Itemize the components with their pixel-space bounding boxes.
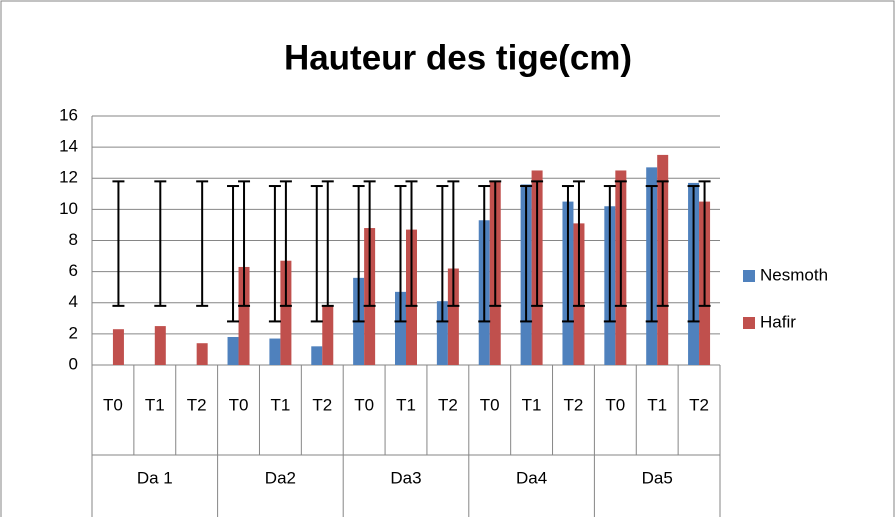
bar [280, 260, 292, 365]
y-tick-label: 2 [69, 323, 78, 342]
x-tick-label: T2 [438, 395, 458, 414]
legend-label: Hafir [760, 312, 796, 331]
x-tick-label: T2 [312, 395, 332, 414]
y-tick-label: 16 [59, 105, 78, 124]
group-label: Da5 [642, 468, 673, 487]
group-label: Da2 [265, 468, 296, 487]
legend-swatch [743, 270, 755, 282]
x-tick-label: T0 [480, 395, 500, 414]
y-tick-label: 8 [69, 230, 78, 249]
y-tick-label: 10 [59, 199, 78, 218]
bar [311, 346, 323, 365]
group-label: Da 1 [137, 468, 173, 487]
y-tick-label: 4 [69, 292, 78, 311]
y-tick-label: 0 [69, 354, 78, 373]
x-tick-label: T2 [564, 395, 584, 414]
x-tick-label: T2 [187, 395, 207, 414]
x-tick-label: T0 [103, 395, 123, 414]
legend-swatch [743, 317, 755, 329]
x-tick-label: T1 [647, 395, 667, 414]
x-tick-label: T1 [396, 395, 416, 414]
group-label: Da3 [390, 468, 421, 487]
y-tick-label: 14 [59, 137, 78, 156]
bar [196, 343, 208, 365]
x-tick-label: T0 [354, 395, 374, 414]
x-tick-label: T1 [270, 395, 290, 414]
bar [395, 291, 406, 365]
group-label: Da4 [516, 468, 547, 487]
chart-title: Hauteur des tige(cm) [284, 38, 632, 77]
bar [322, 305, 334, 365]
legend-label: Nesmoth [760, 265, 828, 284]
bar [436, 301, 448, 365]
bar [269, 338, 281, 365]
bar [447, 268, 459, 365]
x-tick-label: T0 [229, 395, 249, 414]
bar [227, 336, 239, 365]
bar [238, 266, 250, 365]
x-tick-label: T1 [522, 395, 542, 414]
bar [154, 326, 166, 365]
x-tick-label: T1 [145, 395, 165, 414]
x-tick-label: T0 [605, 395, 625, 414]
y-tick-label: 12 [59, 168, 78, 187]
bar [112, 329, 124, 365]
x-tick-label: T2 [689, 395, 709, 414]
y-tick-label: 6 [69, 261, 78, 280]
